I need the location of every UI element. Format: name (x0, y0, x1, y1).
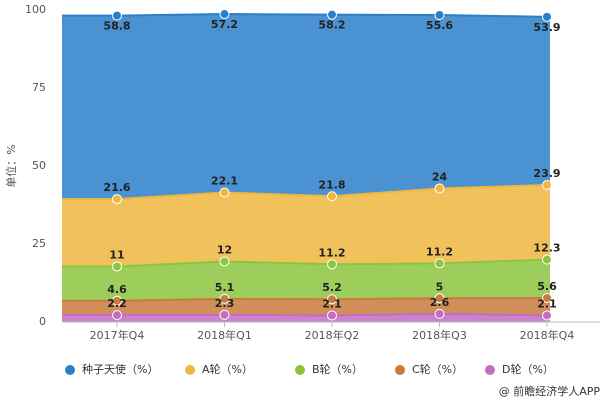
value-label: 4.6 (107, 283, 127, 296)
point (219, 309, 230, 320)
value-label: 2.1 (537, 297, 557, 310)
legend-marker (395, 365, 405, 375)
value-label: 58.8 (103, 20, 130, 33)
value-label: 5.1 (215, 281, 235, 294)
x-tick-label: 2018年Q2 (305, 328, 360, 342)
point (112, 310, 122, 321)
value-label: 2.1 (322, 297, 342, 310)
point (219, 256, 230, 267)
legend-label: B轮（%） (312, 362, 363, 376)
value-label: 2.6 (430, 296, 450, 309)
legend-marker (65, 365, 75, 375)
value-label: 2.2 (107, 297, 127, 310)
point (542, 11, 552, 22)
point (434, 308, 445, 319)
point (327, 259, 337, 270)
legend-label: A轮（%） (202, 362, 253, 376)
points (112, 9, 552, 321)
x-tick-label: 2017年Q4 (90, 328, 145, 342)
value-label: 55.6 (426, 19, 453, 32)
point (112, 261, 122, 272)
y-tick-label: 100 (25, 3, 46, 16)
value-label: 11 (109, 248, 124, 261)
areas (62, 14, 550, 322)
point (112, 295, 122, 306)
y-tick-label: 25 (32, 237, 46, 250)
value-label: 58.2 (318, 19, 345, 32)
legend-marker (295, 365, 305, 375)
y-tick-label: 50 (32, 159, 46, 172)
point (542, 292, 552, 303)
legend-marker (485, 365, 495, 375)
value-label: 57.2 (211, 18, 238, 31)
area (62, 297, 550, 316)
value-label: 21.8 (318, 178, 345, 191)
legend-label: C轮（%） (412, 362, 463, 376)
x-tick-label: 2018年Q1 (197, 328, 252, 342)
legend-label: D轮（%） (502, 362, 554, 376)
value-label: 11.2 (318, 246, 345, 259)
area (62, 185, 550, 267)
value-label: 21.6 (103, 181, 130, 194)
value-label: 5 (436, 280, 444, 293)
value-label: 22.1 (211, 175, 238, 188)
point (542, 254, 552, 265)
area (62, 259, 550, 301)
point (327, 294, 337, 305)
y-tick-label: 75 (32, 81, 46, 94)
source: @ 前瞻经济学人APP (499, 384, 601, 398)
point (327, 191, 337, 202)
point (542, 310, 552, 321)
legend-marker (185, 365, 195, 375)
value-label: 2.3 (215, 297, 235, 310)
point (434, 293, 445, 304)
point (327, 9, 337, 20)
value-label: 12.3 (533, 242, 560, 255)
point (112, 194, 122, 205)
y-axis-label: 单位：% (4, 144, 18, 187)
legend-label: 种子天使（%） (82, 362, 158, 376)
value-label: 5.2 (322, 281, 342, 294)
point (219, 293, 230, 304)
area (62, 14, 550, 200)
value-label: 23.9 (533, 167, 560, 180)
point (327, 310, 337, 321)
point (219, 187, 230, 198)
value-label: 11.2 (426, 245, 453, 258)
x-tick-label: 2018年Q4 (520, 328, 575, 342)
value-label: 5.6 (537, 280, 557, 293)
point (434, 9, 445, 20)
value-label: 12 (217, 243, 232, 256)
value-label: 53.9 (533, 21, 560, 34)
value-label: 24 (432, 170, 448, 183)
point (542, 180, 552, 191)
point (434, 183, 445, 194)
point (219, 9, 230, 20)
y-tick-label: 0 (39, 315, 46, 328)
point (112, 10, 122, 21)
x-tick-label: 2018年Q3 (412, 328, 467, 342)
value-labels: 2.2 2.3 2.1 2.6 2.14.6 5.1 5.2 5 5.611 12 11.2 11.2… (103, 18, 560, 310)
point (434, 258, 445, 269)
